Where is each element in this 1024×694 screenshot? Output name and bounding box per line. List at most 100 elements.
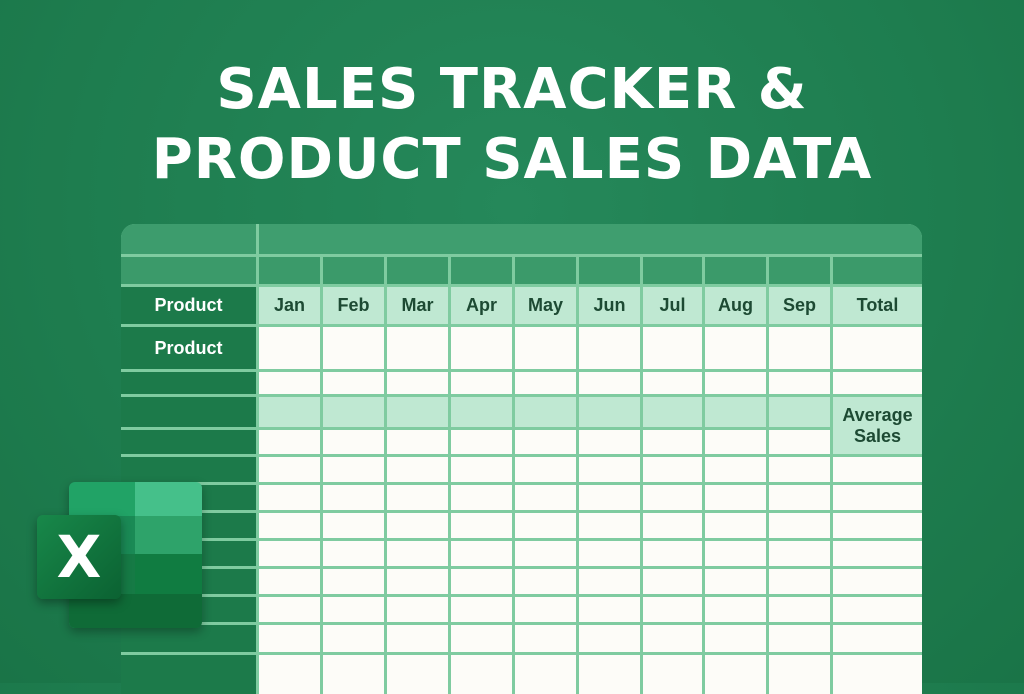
data-cell[interactable] <box>323 327 384 369</box>
data-cell[interactable] <box>259 485 320 510</box>
data-cell[interactable] <box>259 541 320 566</box>
data-cell[interactable] <box>387 625 448 652</box>
data-cell[interactable] <box>579 625 640 652</box>
data-cell[interactable] <box>769 541 830 566</box>
data-cell[interactable] <box>705 597 766 622</box>
data-cell[interactable] <box>259 655 320 694</box>
column-letter-cell[interactable] <box>833 257 922 284</box>
row-header-cell[interactable] <box>121 397 256 427</box>
data-cell[interactable] <box>769 655 830 694</box>
data-cell[interactable] <box>451 397 512 427</box>
row-header-cell[interactable] <box>121 457 256 482</box>
data-cell[interactable] <box>387 430 448 454</box>
data-cell[interactable] <box>579 372 640 394</box>
data-cell[interactable] <box>769 457 830 482</box>
data-cell[interactable] <box>769 569 830 594</box>
data-cell[interactable] <box>579 513 640 538</box>
data-cell[interactable] <box>515 597 576 622</box>
data-cell[interactable] <box>769 372 830 394</box>
row-header-cell[interactable] <box>121 625 256 652</box>
data-cell[interactable] <box>451 513 512 538</box>
data-cell[interactable] <box>705 625 766 652</box>
data-cell[interactable] <box>833 625 922 652</box>
data-cell[interactable] <box>515 513 576 538</box>
data-cell[interactable] <box>579 430 640 454</box>
data-cell[interactable] <box>259 430 320 454</box>
data-cell[interactable] <box>579 457 640 482</box>
data-cell[interactable] <box>323 397 384 427</box>
data-cell[interactable] <box>643 655 702 694</box>
data-cell[interactable] <box>387 372 448 394</box>
data-cell[interactable] <box>323 597 384 622</box>
data-cell[interactable] <box>705 327 766 369</box>
data-cell[interactable] <box>769 597 830 622</box>
data-cell[interactable] <box>579 569 640 594</box>
data-cell[interactable] <box>769 485 830 510</box>
data-cell[interactable] <box>323 430 384 454</box>
data-cell[interactable] <box>705 397 766 427</box>
data-cell[interactable] <box>387 327 448 369</box>
data-cell[interactable] <box>259 597 320 622</box>
column-letter-cell[interactable] <box>323 257 384 284</box>
data-cell[interactable] <box>451 597 512 622</box>
data-cell[interactable] <box>323 625 384 652</box>
data-cell[interactable] <box>643 327 702 369</box>
data-cell[interactable] <box>323 372 384 394</box>
data-cell[interactable] <box>387 655 448 694</box>
data-cell[interactable] <box>515 372 576 394</box>
column-letter-cell[interactable] <box>769 257 830 284</box>
data-cell[interactable] <box>833 513 922 538</box>
data-cell[interactable] <box>705 372 766 394</box>
data-cell[interactable] <box>769 513 830 538</box>
data-cell[interactable] <box>769 327 830 369</box>
data-cell[interactable] <box>387 541 448 566</box>
data-cell[interactable] <box>515 625 576 652</box>
data-cell[interactable] <box>259 625 320 652</box>
column-letter-cell[interactable] <box>387 257 448 284</box>
data-cell[interactable] <box>515 327 576 369</box>
column-letter-cell[interactable] <box>259 257 320 284</box>
data-cell[interactable] <box>323 569 384 594</box>
column-letter-cell[interactable] <box>451 257 512 284</box>
data-cell[interactable] <box>643 541 702 566</box>
data-cell[interactable] <box>451 372 512 394</box>
data-cell[interactable] <box>833 372 922 394</box>
data-cell[interactable] <box>579 597 640 622</box>
data-cell[interactable] <box>705 513 766 538</box>
data-cell[interactable] <box>769 397 830 427</box>
row-header-cell[interactable] <box>121 655 256 694</box>
data-cell[interactable] <box>643 457 702 482</box>
data-cell[interactable] <box>451 457 512 482</box>
header-band[interactable] <box>121 224 256 254</box>
row-header-cell[interactable] <box>121 372 256 394</box>
data-cell[interactable] <box>323 541 384 566</box>
data-cell[interactable] <box>833 485 922 510</box>
data-cell[interactable] <box>515 430 576 454</box>
data-cell[interactable] <box>833 457 922 482</box>
data-cell[interactable] <box>323 485 384 510</box>
data-cell[interactable] <box>323 457 384 482</box>
data-cell[interactable] <box>579 541 640 566</box>
data-cell[interactable] <box>259 397 320 427</box>
data-cell[interactable] <box>833 597 922 622</box>
data-cell[interactable] <box>643 597 702 622</box>
column-letter-cell[interactable] <box>515 257 576 284</box>
data-cell[interactable] <box>643 513 702 538</box>
data-cell[interactable] <box>451 625 512 652</box>
data-cell[interactable] <box>705 485 766 510</box>
data-cell[interactable] <box>705 457 766 482</box>
data-cell[interactable] <box>643 430 702 454</box>
column-letter-cell[interactable] <box>121 257 256 284</box>
data-cell[interactable] <box>833 327 922 369</box>
row-header-cell[interactable] <box>121 430 256 454</box>
data-cell[interactable] <box>451 327 512 369</box>
data-cell[interactable] <box>259 513 320 538</box>
data-cell[interactable] <box>579 655 640 694</box>
data-cell[interactable] <box>705 541 766 566</box>
data-cell[interactable] <box>515 569 576 594</box>
data-cell[interactable] <box>451 655 512 694</box>
column-letter-cell[interactable] <box>705 257 766 284</box>
data-cell[interactable] <box>643 569 702 594</box>
data-cell[interactable] <box>387 513 448 538</box>
column-letter-cell[interactable] <box>579 257 640 284</box>
